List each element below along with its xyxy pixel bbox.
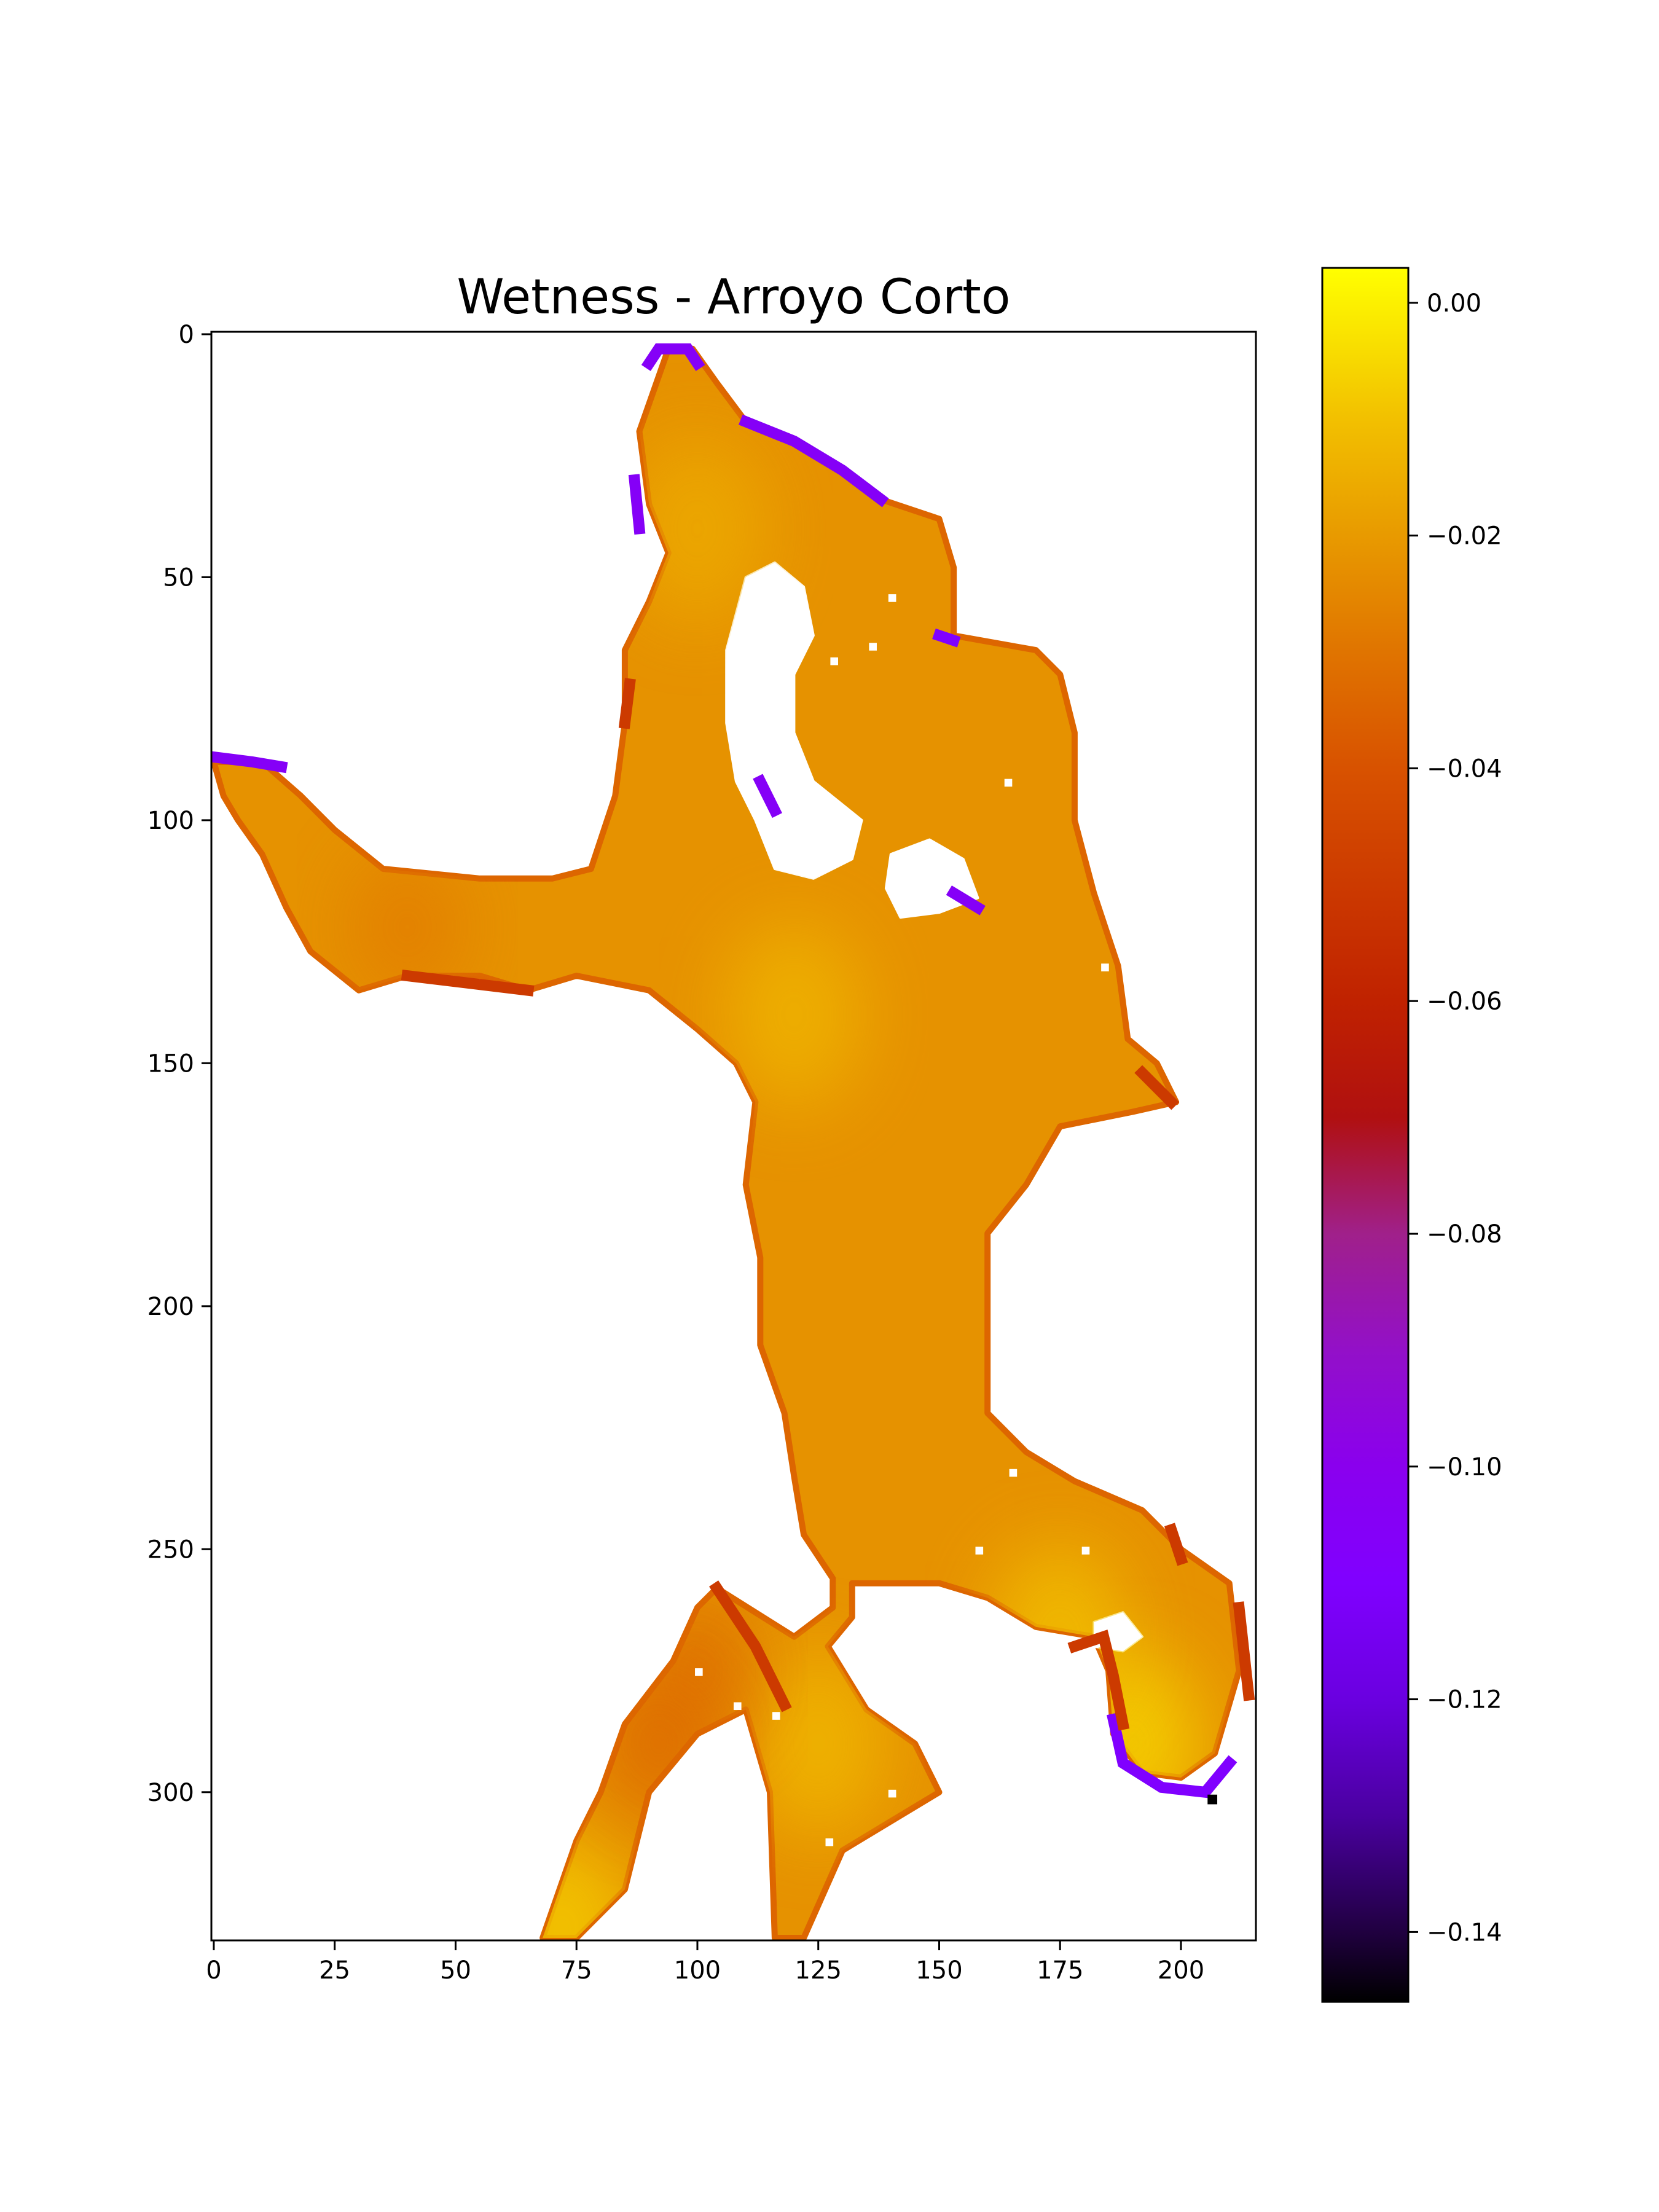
edge-segment-7 xyxy=(932,628,961,648)
y-tick-label: 150 xyxy=(147,1049,194,1078)
edge-segment-13 xyxy=(1134,1065,1180,1110)
y-tick-label: 200 xyxy=(147,1293,194,1321)
x-tick-label: 175 xyxy=(1037,1956,1083,1985)
raster-hotspot-1 xyxy=(629,436,765,621)
edge-segment-14 xyxy=(401,969,535,997)
region-interior-hole-north-mask xyxy=(726,562,862,879)
colorbar-tick-label: −0.06 xyxy=(1427,987,1502,1016)
x-tick-label: 0 xyxy=(206,1956,221,1985)
nodata-cell-2 xyxy=(830,657,838,665)
x-tick-label: 200 xyxy=(1158,1956,1204,1985)
edge-segment-3 xyxy=(211,751,288,774)
y-axis: 0 50 100 150 200 250 300 xyxy=(147,321,211,1807)
x-tick-label: 125 xyxy=(795,1956,842,1985)
plot-frame xyxy=(210,331,1257,1942)
edge-segment-6 xyxy=(1107,1712,1237,1798)
x-tick-label: 25 xyxy=(319,1956,350,1985)
raster-cell-0 xyxy=(1207,1794,1218,1805)
nodata-cell-0 xyxy=(888,594,896,602)
y-tick-label: 250 xyxy=(147,1535,194,1564)
nodata-cell-7 xyxy=(888,1789,896,1798)
y-tick-label: 100 xyxy=(147,807,194,835)
edge-segment-8 xyxy=(1067,1630,1130,1731)
colorbar-bar xyxy=(1322,268,1408,2002)
x-tick-label: 75 xyxy=(561,1956,592,1985)
nodata-cell-11 xyxy=(1101,963,1109,971)
colorbar-tick-label: −0.08 xyxy=(1427,1220,1502,1249)
edge-segment-2 xyxy=(628,474,646,535)
nodata-cell-9 xyxy=(734,1702,742,1711)
colorbar-tick-label: −0.10 xyxy=(1427,1453,1502,1481)
x-tick-label: 50 xyxy=(440,1956,471,1985)
edge-segment-1 xyxy=(738,414,889,508)
raster-hotspot-0 xyxy=(726,922,862,1107)
edge-segment-10 xyxy=(709,1580,792,1712)
x-tick-label: 150 xyxy=(916,1956,962,1985)
edge-segment-4 xyxy=(753,774,782,818)
colorbar-tick-label: −0.02 xyxy=(1427,522,1502,551)
nodata-cell-1 xyxy=(869,643,877,651)
colorbar-tick-label: −0.14 xyxy=(1427,1918,1502,1947)
y-tick-label: 50 xyxy=(163,563,194,592)
edge-segment-11 xyxy=(618,678,636,729)
colorbar-ticks: 0.00 −0.02 −0.04 −0.06 −0.08 −0.10 −0.12 −0.14 xyxy=(1408,289,1502,1947)
plot-area xyxy=(211,332,1256,1940)
nodata-cell-8 xyxy=(825,1838,834,1846)
edge-segment-9 xyxy=(1233,1601,1255,1701)
chart-title: Wetness - Arroyo Corto xyxy=(457,270,1011,325)
x-axis: 0 25 50 75 100 125 150 175 200 xyxy=(206,1940,1204,1985)
nodata-cell-3 xyxy=(1004,779,1013,787)
nodata-cell-5 xyxy=(975,1547,984,1555)
colorbar-tick-label: −0.12 xyxy=(1427,1686,1502,1714)
y-tick-label: 0 xyxy=(179,321,194,349)
nodata-cell-10 xyxy=(772,1712,780,1720)
colorbar-tick-label: 0.00 xyxy=(1427,289,1481,318)
edge-segment-5 xyxy=(946,885,986,916)
y-tick-label: 300 xyxy=(147,1779,194,1807)
nodata-cell-12 xyxy=(695,1668,703,1676)
edge-segment-12 xyxy=(1164,1523,1188,1566)
nodata-cell-4 xyxy=(1009,1469,1018,1477)
raster-shaded-patch-2 xyxy=(351,853,463,1001)
colorbar-frame xyxy=(1321,267,1410,2003)
colorbar-tick-label: −0.04 xyxy=(1427,755,1502,783)
nodata-cell-6 xyxy=(1081,1547,1090,1555)
x-tick-label: 100 xyxy=(674,1956,721,1985)
colorbar: 0.00 −0.02 −0.04 −0.06 −0.08 −0.10 −0.12 −0.14 xyxy=(1321,267,1502,2003)
edge-segment-0 xyxy=(641,343,705,371)
